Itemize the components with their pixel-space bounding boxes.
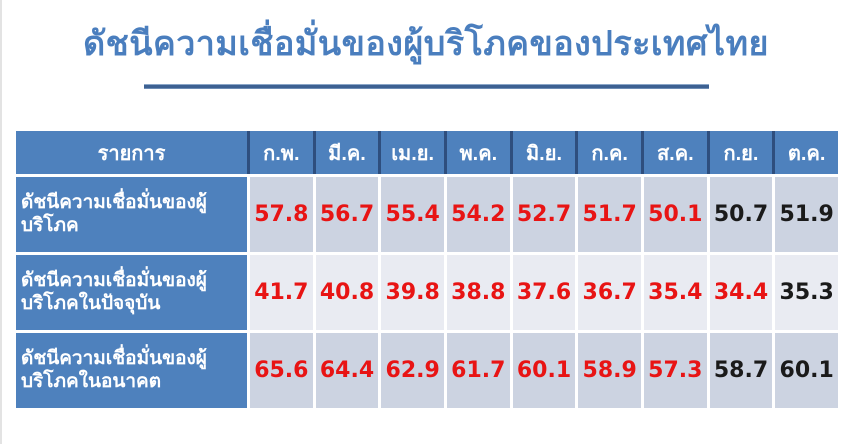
value-cell: 39.8 — [378, 252, 444, 330]
value-cell: 51.7 — [575, 174, 641, 252]
value-cell: 60.1 — [509, 330, 576, 408]
page-title: ดัชนีความเชื่อมั่นของผู้บริโภคของประเทศไ… — [83, 25, 769, 63]
value-cell: 36.7 — [575, 252, 641, 330]
table-header-month: ต.ค. — [772, 131, 838, 174]
value-cell: 55.4 — [378, 174, 444, 252]
table-header-month: มี.ค. — [312, 131, 379, 174]
value-cell: 34.4 — [706, 252, 773, 330]
table-header-month: ก.พ. — [247, 131, 313, 174]
value-cell: 35.3 — [772, 252, 838, 330]
row-label: ดัชนีความเชื่อมั่นของผู้บริโภค — [16, 174, 247, 252]
table-header-month: เม.ย. — [378, 131, 444, 174]
table-header-month: ส.ค. — [640, 131, 707, 174]
value-cell: 61.7 — [443, 330, 510, 408]
value-cell: 35.4 — [640, 252, 707, 330]
table-header-month: ก.ค. — [575, 131, 641, 174]
value-cell: 56.7 — [312, 174, 379, 252]
value-cell: 50.7 — [706, 174, 773, 252]
table-header-month: ก.ย. — [706, 131, 773, 174]
table-header-month: พ.ค. — [443, 131, 510, 174]
value-cell: 64.4 — [312, 330, 379, 408]
value-cell: 58.7 — [706, 330, 773, 408]
row-label: ดัชนีความเชื่อมั่นของผู้บริโภคในปัจจุบัน — [16, 252, 247, 330]
value-cell: 41.7 — [247, 252, 313, 330]
value-cell: 57.8 — [247, 174, 313, 252]
value-cell: 58.9 — [575, 330, 641, 408]
value-cell: 62.9 — [378, 330, 444, 408]
consumer-confidence-table: รายการ ก.พ. มี.ค. เม.ย. พ.ค. มิ.ย. ก.ค. ส.ค. ก.ย… — [16, 131, 838, 408]
value-cell: 52.7 — [509, 174, 576, 252]
value-cell: 57.3 — [640, 330, 707, 408]
value-cell: 65.6 — [247, 330, 313, 408]
value-cell: 40.8 — [312, 252, 379, 330]
value-cell: 50.1 — [640, 174, 707, 252]
value-cell: 60.1 — [772, 330, 838, 408]
value-cell: 54.2 — [443, 174, 510, 252]
value-cell: 38.8 — [443, 252, 510, 330]
table-header-month: มิ.ย. — [509, 131, 576, 174]
title-underline — [143, 84, 709, 89]
value-cell: 51.9 — [772, 174, 838, 252]
row-label: ดัชนีความเชื่อมั่นของผู้บริโภคในอนาคต — [16, 330, 247, 408]
table-header-item: รายการ — [16, 131, 247, 174]
value-cell: 37.6 — [509, 252, 576, 330]
